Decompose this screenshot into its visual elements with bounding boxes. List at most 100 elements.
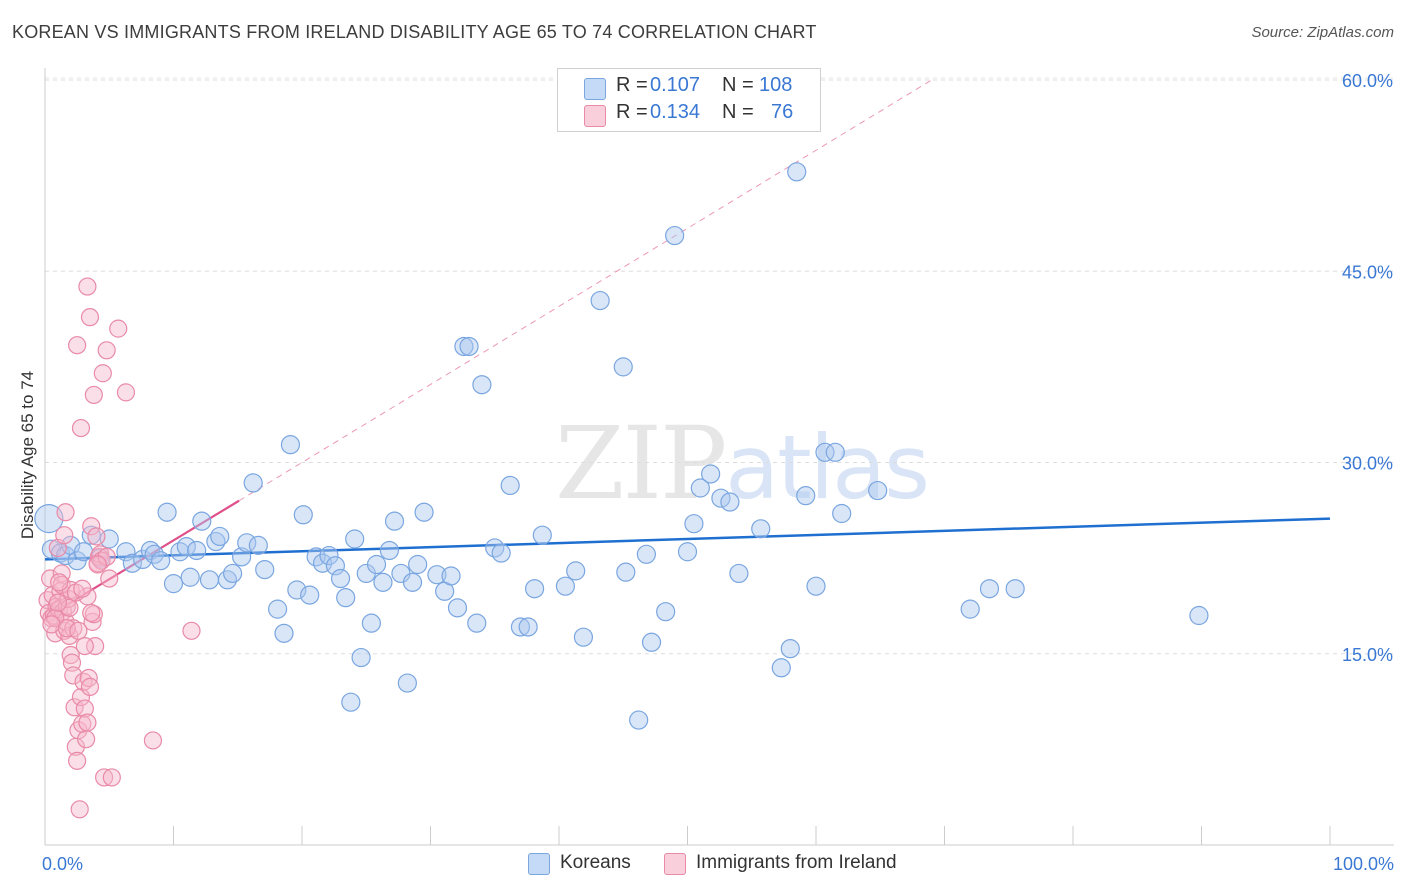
point-ireland: [56, 503, 75, 522]
y-tick-label: 45.0%: [1342, 262, 1393, 282]
point-koreans: [979, 579, 1000, 599]
point-ireland: [68, 336, 87, 355]
point-ireland: [50, 573, 69, 592]
point-koreans: [825, 442, 845, 462]
point-koreans: [151, 551, 171, 571]
point-ireland: [84, 385, 103, 405]
trend-line-ireland: [44, 499, 240, 619]
legend-n-label: N =: [722, 101, 754, 123]
point-koreans: [325, 556, 346, 576]
trend-lines: [44, 79, 1331, 619]
point-ireland: [86, 636, 105, 656]
grid-lines: [45, 77, 1394, 655]
x-tick-label-max: 100.0%: [1333, 854, 1394, 874]
point-koreans: [771, 658, 791, 678]
point-koreans: [1189, 605, 1209, 626]
point-koreans: [351, 647, 371, 668]
point-ireland: [102, 768, 121, 787]
tick-labels: 15.0% 30.0% 45.0% 60.0% 0.0% 100.0%: [42, 71, 1394, 874]
bottom-legend-swatch-ireland: [664, 853, 686, 875]
y-tick-label: 60.0%: [1342, 71, 1393, 91]
watermark-atlas: atlas: [725, 416, 930, 519]
legend-swatch-ireland: [584, 105, 606, 127]
legend-n-value-ireland: 76: [771, 101, 794, 123]
bottom-legend-swatch-koreans: [528, 853, 550, 875]
point-koreans: [384, 511, 405, 531]
point-koreans: [300, 585, 320, 605]
axes: [44, 68, 1394, 846]
point-ireland: [73, 579, 92, 598]
point-koreans: [366, 554, 387, 575]
legend-swatch-koreans: [584, 78, 606, 100]
series-ireland-points: [38, 277, 201, 819]
point-ireland: [70, 800, 89, 819]
point-koreans: [402, 572, 423, 592]
point-ireland: [57, 619, 76, 638]
point-koreans: [379, 540, 399, 561]
point-ireland: [71, 418, 91, 438]
point-koreans: [729, 563, 749, 584]
point-ireland: [100, 569, 119, 588]
point-koreans: [206, 531, 226, 552]
point-koreans: [397, 673, 417, 693]
point-ireland: [64, 619, 83, 638]
point-ireland: [60, 598, 79, 617]
point-koreans: [701, 464, 721, 484]
point-koreans: [170, 542, 190, 562]
point-koreans: [720, 492, 740, 512]
point-ireland: [80, 308, 100, 327]
point-koreans: [566, 561, 586, 581]
point-koreans: [116, 542, 136, 562]
point-ireland: [48, 593, 67, 612]
point-koreans: [122, 553, 142, 573]
point-ireland: [68, 751, 87, 770]
point-ireland: [42, 615, 61, 634]
point-koreans: [192, 511, 212, 531]
point-ireland: [93, 364, 112, 383]
point-koreans: [319, 545, 339, 566]
point-koreans: [796, 486, 816, 506]
point-koreans: [414, 502, 434, 522]
y-axis-label: Disability Age 65 to 74: [18, 370, 37, 540]
point-koreans: [684, 514, 704, 534]
point-ireland: [88, 555, 107, 574]
point-koreans: [960, 599, 980, 619]
point-koreans: [467, 613, 487, 633]
point-koreans: [616, 562, 636, 582]
point-koreans: [34, 503, 64, 534]
point-koreans: [210, 526, 230, 547]
point-koreans: [518, 617, 538, 637]
x-tick-label-min: 0.0%: [42, 854, 83, 874]
point-ireland: [75, 636, 94, 656]
y-tick-label: 15.0%: [1342, 645, 1393, 665]
point-koreans: [341, 692, 361, 712]
bottom-legend-label-koreans: Koreans: [560, 852, 631, 873]
point-ireland: [61, 645, 80, 665]
point-koreans: [485, 538, 505, 558]
point-koreans: [532, 525, 552, 545]
point-ireland: [116, 383, 136, 402]
point-koreans: [690, 478, 710, 498]
legend-n-value-koreans: 108: [759, 74, 793, 96]
legend-r-value-koreans: 0.107: [650, 74, 701, 96]
point-koreans: [447, 598, 468, 618]
point-koreans: [345, 529, 365, 549]
watermark-zip: ZIP: [555, 405, 727, 522]
point-ireland: [75, 699, 94, 718]
point-koreans: [248, 535, 268, 555]
point-koreans: [361, 613, 381, 633]
point-koreans: [641, 632, 662, 652]
point-koreans: [287, 580, 307, 600]
point-koreans: [427, 565, 447, 585]
point-ireland: [52, 575, 71, 595]
series-koreans-points: [34, 162, 1209, 730]
point-koreans: [459, 336, 479, 357]
point-koreans: [555, 576, 576, 596]
point-koreans: [454, 336, 474, 357]
legend-r-value-ireland: 0.134: [650, 101, 701, 123]
point-ireland: [82, 603, 101, 623]
point-koreans: [573, 627, 594, 647]
point-koreans: [656, 602, 676, 622]
point-koreans: [636, 544, 656, 564]
